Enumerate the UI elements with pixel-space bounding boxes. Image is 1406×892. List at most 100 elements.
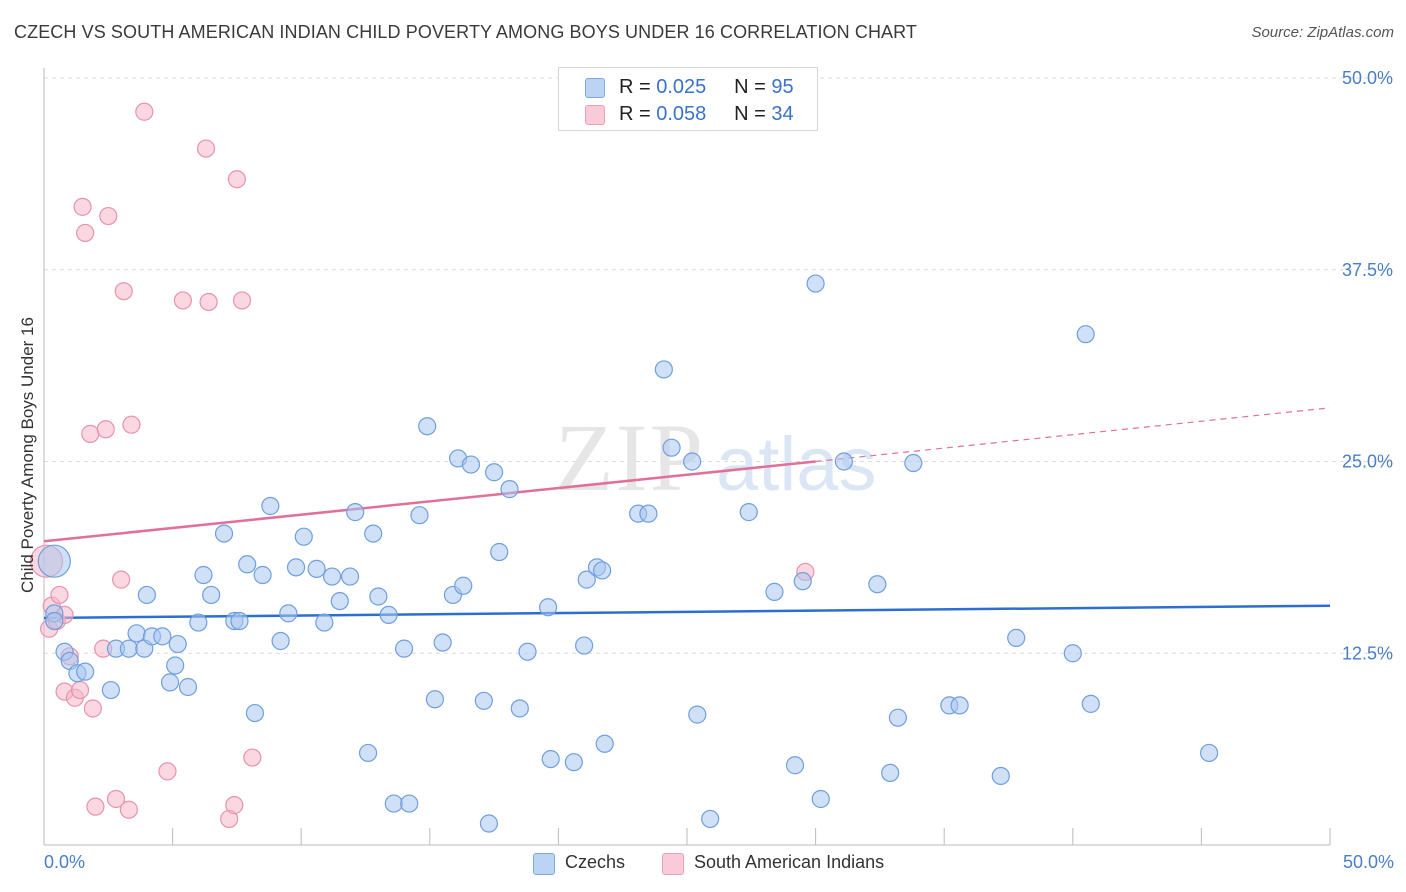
- data-point: [261, 496, 280, 516]
- legend-swatch-blue: [533, 853, 555, 875]
- data-point: [868, 575, 887, 594]
- data-point: [45, 611, 64, 631]
- y-tick-label: 50.0%: [1342, 68, 1393, 88]
- data-point: [739, 503, 758, 522]
- data-point: [73, 197, 92, 216]
- data-point: [160, 673, 180, 692]
- data-point: [346, 503, 365, 522]
- data-point: [196, 139, 216, 158]
- data-point: [294, 527, 313, 546]
- data-point: [214, 524, 234, 543]
- axes: [43, 68, 1331, 846]
- legend-n-value: 95: [771, 76, 794, 98]
- data-point: [654, 360, 673, 379]
- data-point: [425, 690, 445, 709]
- points-czechs: [37, 274, 1219, 833]
- trend-line-extension: [815, 407, 1331, 463]
- data-point: [384, 794, 403, 813]
- legend-n-label: N =: [734, 103, 766, 125]
- y-tick-label: 25.0%: [1342, 452, 1393, 472]
- data-point: [286, 558, 306, 577]
- data-point: [315, 613, 334, 632]
- data-point: [479, 814, 499, 833]
- data-point: [50, 585, 69, 605]
- data-point: [135, 102, 154, 121]
- data-point: [330, 591, 349, 611]
- data-point: [119, 639, 138, 658]
- data-point: [243, 748, 262, 767]
- data-point: [577, 570, 596, 589]
- data-point: [202, 585, 221, 605]
- data-point: [122, 415, 141, 434]
- data-point: [271, 631, 290, 651]
- data-point: [834, 452, 853, 471]
- data-point: [166, 656, 185, 675]
- data-point: [1081, 694, 1100, 713]
- data-point: [1076, 325, 1095, 344]
- data-point: [225, 796, 244, 815]
- y-tick-label: 12.5%: [1342, 643, 1393, 663]
- data-point: [518, 642, 537, 661]
- watermark: ZIP atlas: [555, 404, 877, 511]
- data-point: [379, 605, 398, 625]
- data-point: [364, 524, 383, 543]
- data-point: [485, 463, 504, 482]
- data-point: [76, 223, 95, 243]
- data-point: [701, 809, 720, 829]
- legend-n-value: 34: [771, 103, 794, 125]
- data-point: [245, 703, 265, 723]
- data-point: [340, 567, 360, 586]
- data-point: [307, 559, 326, 578]
- data-point: [418, 417, 437, 436]
- data-point: [564, 753, 583, 772]
- x-tick-max: 50.0%: [1342, 852, 1394, 872]
- data-point: [950, 696, 969, 715]
- data-point: [683, 452, 702, 471]
- data-point: [232, 291, 252, 310]
- data-point: [888, 708, 908, 727]
- stats-legend: R = 0.025 N = 95 R = 0.058 N = 34: [558, 67, 818, 131]
- chart-title: CZECH VS SOUTH AMERICAN INDIAN CHILD POV…: [14, 22, 918, 42]
- data-point: [189, 613, 208, 632]
- legend-swatch-blue: [585, 78, 605, 98]
- y-axis-label: Child Poverty Among Boys Under 16: [18, 317, 37, 593]
- data-point: [454, 576, 473, 595]
- trend-lines: [43, 407, 1331, 620]
- data-point: [575, 636, 594, 655]
- data-point: [765, 582, 784, 601]
- trend-line-czechs: [43, 604, 1331, 620]
- data-point: [238, 555, 257, 574]
- x-tick-min: 0.0%: [44, 852, 86, 872]
- data-point: [76, 662, 95, 681]
- data-point: [793, 572, 812, 591]
- legend-r-label: R =: [619, 103, 651, 125]
- data-point: [433, 633, 452, 652]
- data-point: [595, 734, 614, 753]
- data-point: [639, 504, 658, 523]
- data-point: [119, 800, 138, 819]
- data-point: [1007, 628, 1026, 648]
- data-point: [112, 570, 131, 589]
- data-point: [785, 756, 805, 775]
- legend-r-value: 0.025: [656, 76, 707, 98]
- data-point: [279, 604, 298, 623]
- data-point: [127, 624, 146, 643]
- legend-swatch-pink: [585, 105, 605, 125]
- data-point: [688, 705, 707, 724]
- y-tick-labels: 12.5% 25.0% 37.5% 50.0%: [1342, 68, 1393, 663]
- data-point: [593, 561, 612, 580]
- data-point: [199, 292, 218, 312]
- data-point: [37, 544, 71, 578]
- data-point: [806, 274, 825, 293]
- data-point: [253, 565, 272, 585]
- data-point: [474, 691, 493, 710]
- trend-line-south-american-indians: [43, 460, 816, 543]
- data-point: [168, 634, 187, 654]
- data-point: [500, 480, 519, 499]
- data-point: [490, 542, 509, 562]
- data-point: [81, 424, 100, 443]
- legend-label-sai: South American Indians: [694, 852, 885, 872]
- legend-n-label: N =: [734, 76, 766, 98]
- data-point: [114, 282, 133, 301]
